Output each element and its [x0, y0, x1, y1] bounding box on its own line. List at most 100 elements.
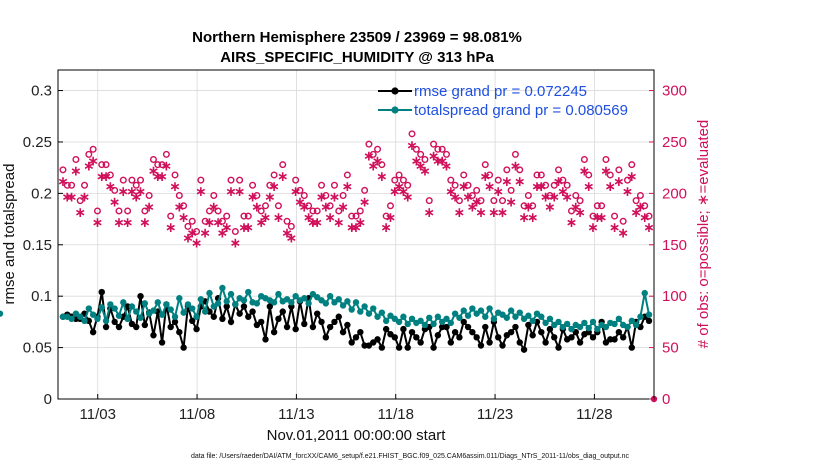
obs-evaluated-point: ∗ [410, 153, 422, 169]
rmse-point [150, 332, 157, 339]
obs-evaluated-point: ∗ [531, 179, 543, 195]
x-axis-label: Nov.01,2011 00:00:00 start [267, 427, 447, 444]
totalspread-point [111, 305, 118, 312]
totalspread-point [477, 307, 485, 314]
obs-possible-point [197, 176, 205, 184]
totalspread-point [624, 323, 631, 331]
obs-evaluated-point: ∗ [148, 164, 160, 180]
obs-possible-point [442, 150, 450, 158]
obs-possible-point [72, 156, 80, 164]
totalspread-point [85, 305, 93, 312]
totalspread-point [189, 305, 196, 312]
obs-possible-point [322, 192, 330, 200]
obs-evaluated-point: ∗ [229, 236, 241, 252]
rmse-point [335, 313, 342, 320]
obs-possible-point [249, 181, 257, 189]
rmse-point [482, 323, 489, 331]
obs-possible-point [149, 156, 157, 164]
totalspread-point [632, 321, 640, 329]
totalspread-point [456, 314, 463, 321]
obs-evaluated-point: ∗ [617, 225, 629, 241]
obs-evaluated-point: ∗ [307, 215, 319, 231]
rmse-point [486, 339, 493, 346]
totalspread-point [94, 315, 101, 323]
totalspread-point [163, 301, 170, 308]
obs-evaluated-point: ∗ [74, 205, 86, 221]
totalspread-point [370, 305, 377, 312]
totalspread-point [482, 313, 489, 320]
totalspread-point [171, 313, 179, 320]
obs-possible-point [128, 176, 136, 184]
obs-possible-point [68, 181, 76, 189]
totalspread-point [589, 318, 597, 326]
obs-evaluated-point: ∗ [389, 184, 401, 200]
obs-evaluated-point: ∗ [221, 220, 233, 236]
y-right-tick-label: 200 [662, 185, 687, 202]
rmse-point [240, 303, 248, 310]
y-tick-label: 0.2 [31, 185, 52, 202]
obs-evaluated-point: ∗ [449, 189, 461, 205]
obs-evaluated-point: ∗ [329, 189, 341, 205]
totalspread-point [253, 300, 261, 307]
obs-evaluated-point: ∗ [510, 159, 522, 175]
totalspread-point [525, 312, 532, 319]
obs-possible-point [205, 207, 213, 215]
obs-evaluated-point: ∗ [462, 189, 474, 205]
obs-possible-point [425, 197, 433, 205]
obs-evaluated-point: ∗ [566, 215, 578, 231]
obs-possible-point [520, 202, 528, 210]
plot-frame [57, 69, 655, 400]
obs-possible-point [188, 217, 196, 225]
y-right-tick-label: 100 [662, 288, 687, 305]
obs-evaluated-point: ∗ [354, 215, 366, 231]
obs-possible-point [593, 202, 601, 210]
obs-evaluated-point: ∗ [130, 189, 142, 205]
obs-possible-point [572, 192, 580, 200]
obs-possible-point [408, 130, 416, 138]
obs-possible-point [257, 207, 265, 215]
y-axis-right-label: # of obs: o=possible; ∗=evaluated [695, 120, 712, 349]
totalspread-point [115, 312, 123, 319]
obs-possible-point [598, 202, 606, 210]
obs-possible-point [231, 227, 239, 235]
obs-evaluated-point: ∗ [436, 153, 448, 169]
obs-evaluated-point: ∗ [466, 200, 478, 216]
obs-evaluated-point: ∗ [87, 153, 99, 169]
obs-evaluated-point: ∗ [544, 200, 556, 216]
obs-evaluated-point: ∗ [484, 179, 496, 195]
totalspread-point [98, 304, 105, 311]
obs-evaluated-point: ∗ [505, 195, 517, 211]
totalspread-point [128, 303, 136, 310]
rmse-point [542, 339, 549, 346]
rmse-point [171, 318, 179, 326]
rmse-point [499, 342, 506, 349]
totalspread-point [451, 310, 459, 317]
totalspread-point [361, 303, 368, 310]
obs-evaluated-point: ∗ [268, 179, 280, 195]
obs-possible-point [486, 171, 494, 179]
obs-possible-point [339, 192, 347, 200]
obs-possible-point [529, 202, 537, 210]
totalspread-point [288, 299, 295, 306]
rmse-point [473, 334, 480, 341]
rmse-point [413, 334, 420, 341]
obs-possible-point [132, 181, 140, 189]
obs-evaluated-point: ∗ [165, 220, 177, 236]
obs-possible-point [374, 145, 382, 153]
obs-evaluated-point: ∗ [139, 215, 151, 231]
totalspread-point [201, 308, 209, 315]
obs-evaluated-point: ∗ [238, 220, 250, 236]
obs-possible-point [214, 207, 222, 215]
obs-possible-point [619, 217, 627, 225]
totalspread-point [240, 297, 248, 304]
obs-possible-point [611, 212, 619, 220]
obs-possible-point [283, 217, 291, 225]
obs-evaluated-point: ∗ [488, 205, 500, 221]
rmse-point [516, 339, 523, 346]
rmse-point [292, 325, 299, 333]
obs-evaluated-point: ∗ [100, 169, 112, 185]
obs-evaluated-point: ∗ [432, 153, 444, 169]
rmse-point [219, 315, 226, 323]
obs-evaluated-point: ∗ [135, 184, 147, 200]
rmse-point [309, 323, 317, 331]
